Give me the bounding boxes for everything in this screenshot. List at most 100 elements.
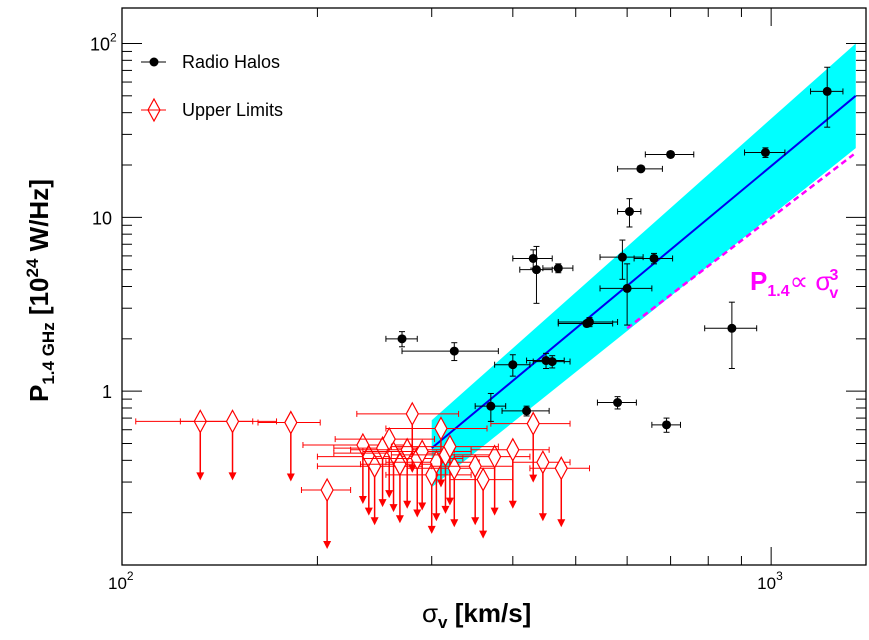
slope-annotation: P1.4∝ σ3 v: [750, 266, 838, 302]
limit-arrow-head: [196, 472, 205, 481]
x-tick-base: 10: [108, 574, 127, 593]
legend-halo-label: Radio Halos: [182, 52, 280, 72]
limit-arrow-head: [471, 517, 480, 526]
radio-halo-point: [401, 342, 499, 362]
limit-arrow-head: [389, 504, 398, 513]
limit-diamond: [434, 416, 448, 441]
annotation-main: P: [750, 266, 767, 296]
halo-marker: [617, 252, 627, 262]
x-axis-label: σv [km/s]: [422, 598, 531, 632]
radio-halo-point: [617, 164, 663, 174]
limit-diamond: [284, 410, 298, 435]
limit-diamond: [554, 456, 568, 481]
y-label-sub: 1.4 GHz: [39, 322, 58, 384]
limit-diamond: [476, 467, 490, 492]
limit-diamond: [443, 434, 457, 459]
radio-halo-point: [704, 301, 758, 370]
radio-halo-point: [596, 396, 637, 410]
fit-confidence-band: [431, 43, 856, 488]
halo-marker: [508, 360, 518, 370]
limit-arrow-head: [370, 517, 379, 526]
upper-limit-point: [385, 462, 472, 534]
radio-halo-point: [644, 149, 695, 159]
limit-diamond: [526, 411, 540, 436]
upper-limit-point: [300, 477, 352, 550]
upper-limit-point: [390, 434, 499, 506]
legend-limit-marker: [147, 97, 161, 123]
halo-marker: [662, 420, 672, 430]
upper-limit-point: [529, 456, 590, 528]
limit-arrow-head: [408, 464, 417, 473]
y-tick-exp: 2: [110, 30, 117, 44]
radio-halo-point: [599, 239, 644, 280]
halo-marker: [649, 253, 659, 263]
y-tick-base: 10: [90, 34, 110, 54]
limit-arrow-head: [441, 505, 450, 514]
y-label-pre: [10: [24, 277, 54, 322]
limit-diamond: [225, 409, 240, 434]
limit-arrow-head: [228, 472, 237, 481]
halo-marker: [584, 317, 594, 327]
halo-marker: [624, 207, 634, 217]
limit-arrow-head: [378, 499, 387, 508]
y-tick-label: 102: [90, 30, 117, 54]
annotation-sup: 3: [829, 267, 838, 284]
slope-reference-line: [626, 153, 855, 330]
limit-arrow-head: [364, 507, 373, 516]
halo-marker: [636, 164, 646, 174]
radio-halo-point: [599, 263, 653, 326]
halo-marker: [622, 283, 632, 293]
limit-arrow-head: [479, 530, 488, 539]
radio-halo-point: [651, 417, 681, 433]
y-label-sup: 24: [23, 258, 42, 277]
halo-marker: [547, 357, 557, 367]
x-tick-label: 102: [108, 569, 134, 593]
x-label-rest: [km/s]: [448, 598, 532, 628]
halo-marker: [553, 263, 563, 273]
halo-marker: [449, 346, 459, 356]
upper-limit-point: [449, 467, 514, 539]
radio-halo-point: [542, 263, 574, 274]
legend: Radio Halos Upper Limits: [141, 52, 283, 123]
radio-halo-point: [744, 147, 786, 158]
legend-halo-marker: [149, 57, 159, 67]
limit-arrow-head: [445, 497, 454, 506]
upper-limit-point: [453, 444, 531, 516]
limit-arrow-head: [557, 519, 566, 528]
halo-marker: [486, 401, 496, 411]
limit-arrow-head: [413, 509, 422, 518]
halo-marker: [522, 406, 532, 416]
annotation-sub: 1.4: [767, 283, 789, 300]
y-tick-label: 1: [102, 382, 112, 402]
radio-halo-point: [474, 392, 507, 422]
halo-marker: [397, 334, 407, 344]
limit-arrow-head: [323, 541, 332, 550]
halo-marker: [727, 323, 737, 333]
limit-arrow-head: [508, 500, 517, 509]
upper-limit-point: [356, 401, 460, 473]
limit-diamond: [405, 401, 419, 427]
y-tick-label: 10: [92, 208, 112, 228]
radio-halo-point: [494, 354, 531, 377]
upper-limit-point: [406, 456, 496, 528]
annotation-mid: ∝ σ: [790, 266, 832, 296]
x-tick-base: 10: [757, 574, 776, 593]
x-tick-exp: 3: [776, 569, 783, 583]
limit-diamond: [320, 477, 334, 503]
limit-arrow-head: [450, 519, 459, 528]
limit-arrow-head: [403, 500, 412, 509]
limit-arrow-head: [358, 496, 367, 505]
upper-limit-point: [359, 451, 436, 524]
halo-marker: [528, 253, 538, 263]
annotation-sub2: v: [829, 285, 838, 302]
halo-marker: [531, 265, 541, 275]
upper-limit-point: [179, 409, 278, 481]
halo-marker: [822, 86, 832, 96]
limit-arrow-head: [427, 525, 436, 534]
y-axis-label: P1.4 GHz [1024 W/Hz]: [23, 179, 58, 402]
limit-arrow-head: [538, 513, 547, 522]
y-label-post: W/Hz]: [24, 179, 54, 258]
upper-limit-point: [431, 453, 514, 526]
limit-arrow-head: [529, 474, 538, 483]
